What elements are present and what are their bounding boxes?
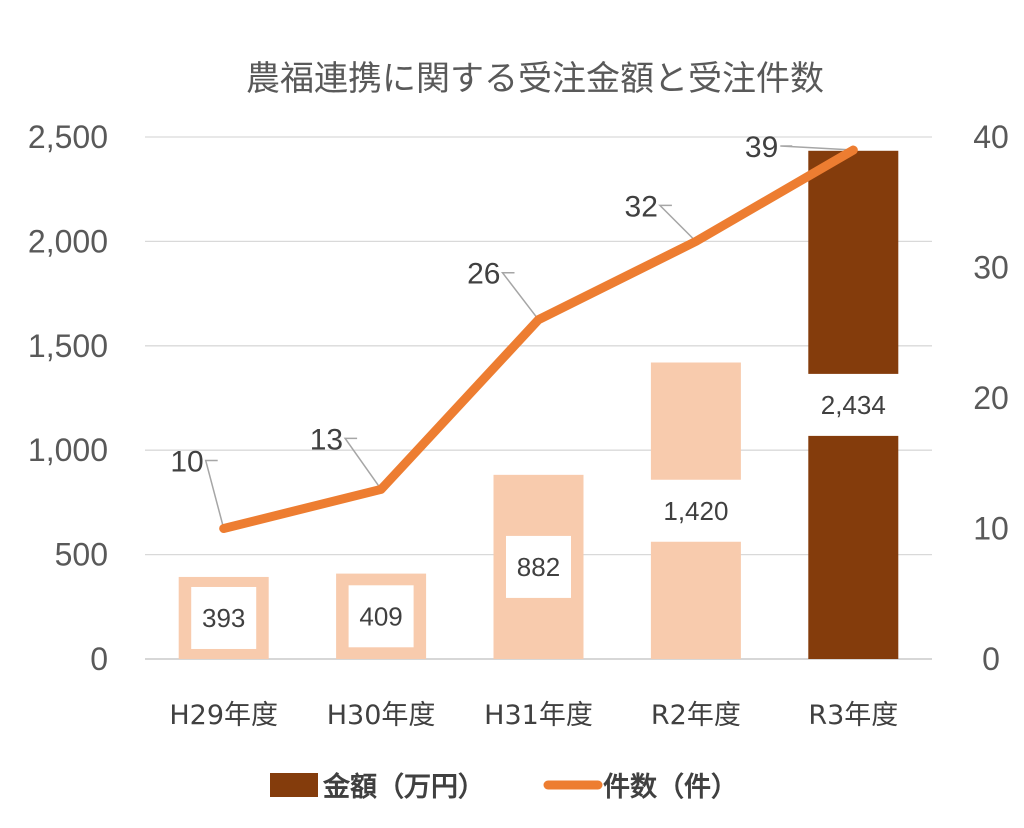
leader-line bbox=[658, 204, 697, 242]
line-value-label: 13 bbox=[310, 423, 343, 456]
left-tick-label: 1,500 bbox=[28, 328, 108, 364]
leader-line bbox=[343, 437, 382, 490]
line-value-label: 39 bbox=[745, 131, 778, 164]
category-label: H31年度 bbox=[484, 700, 593, 731]
bar-label-box bbox=[506, 535, 571, 598]
bar-value-label: 1,420 bbox=[663, 496, 728, 526]
bar-label-box bbox=[805, 373, 901, 436]
bar-label-box bbox=[191, 586, 257, 649]
left-tick-label: 500 bbox=[55, 537, 108, 573]
leader-line bbox=[204, 459, 225, 529]
right-tick-label: 30 bbox=[973, 250, 1009, 286]
bar-value-label: 409 bbox=[359, 601, 402, 631]
left-tick-label: 2,000 bbox=[28, 223, 108, 259]
left-y-axis: 0 500 1,000 1,500 2,000 2,500 bbox=[28, 119, 108, 677]
left-tick-label: 1,000 bbox=[28, 432, 108, 468]
gridlines bbox=[145, 136, 932, 660]
category-label: H29年度 bbox=[169, 700, 278, 731]
bar-label-box bbox=[648, 479, 744, 542]
category-label: H30年度 bbox=[327, 700, 436, 731]
right-y-axis: 0 10 20 30 40 bbox=[973, 119, 1009, 677]
data-labels: 393 409 882 1,420 2,434 10 13 26 32 39 bbox=[170, 131, 901, 649]
line-value-label: 32 bbox=[625, 190, 658, 223]
line-label-leaders bbox=[204, 145, 854, 529]
right-tick-label: 10 bbox=[973, 511, 1009, 547]
bar-value-label: 393 bbox=[202, 603, 245, 633]
leader-line bbox=[500, 271, 540, 321]
bar-value-label: 882 bbox=[517, 552, 560, 582]
line-value-label: 26 bbox=[467, 258, 500, 291]
count-line bbox=[219, 145, 858, 533]
category-label: R3年度 bbox=[808, 700, 898, 731]
leader-line bbox=[780, 145, 854, 151]
legend-count-label: 件数（件） bbox=[603, 772, 738, 803]
left-tick-label: 2,500 bbox=[28, 119, 108, 155]
chart-title: 農福連携に関する受注金額と受注件数 bbox=[246, 59, 824, 99]
line-value-label: 10 bbox=[170, 446, 203, 479]
bar-value-label: 2,434 bbox=[821, 390, 886, 420]
right-tick-label: 20 bbox=[973, 380, 1009, 416]
legend-amount-swatch bbox=[270, 773, 318, 797]
legend: 金額（万円） 件数（件） bbox=[270, 771, 738, 803]
right-tick-label: 40 bbox=[973, 119, 1009, 155]
legend-amount-label: 金額（万円） bbox=[322, 771, 485, 803]
line-series bbox=[219, 145, 858, 533]
bar-label-box bbox=[348, 585, 414, 648]
category-label: R2年度 bbox=[651, 700, 741, 731]
right-tick-label: 0 bbox=[982, 641, 1000, 677]
x-axis-categories: H29年度 H30年度 H31年度 R2年度 R3年度 bbox=[169, 700, 898, 731]
left-tick-label: 0 bbox=[90, 641, 108, 677]
